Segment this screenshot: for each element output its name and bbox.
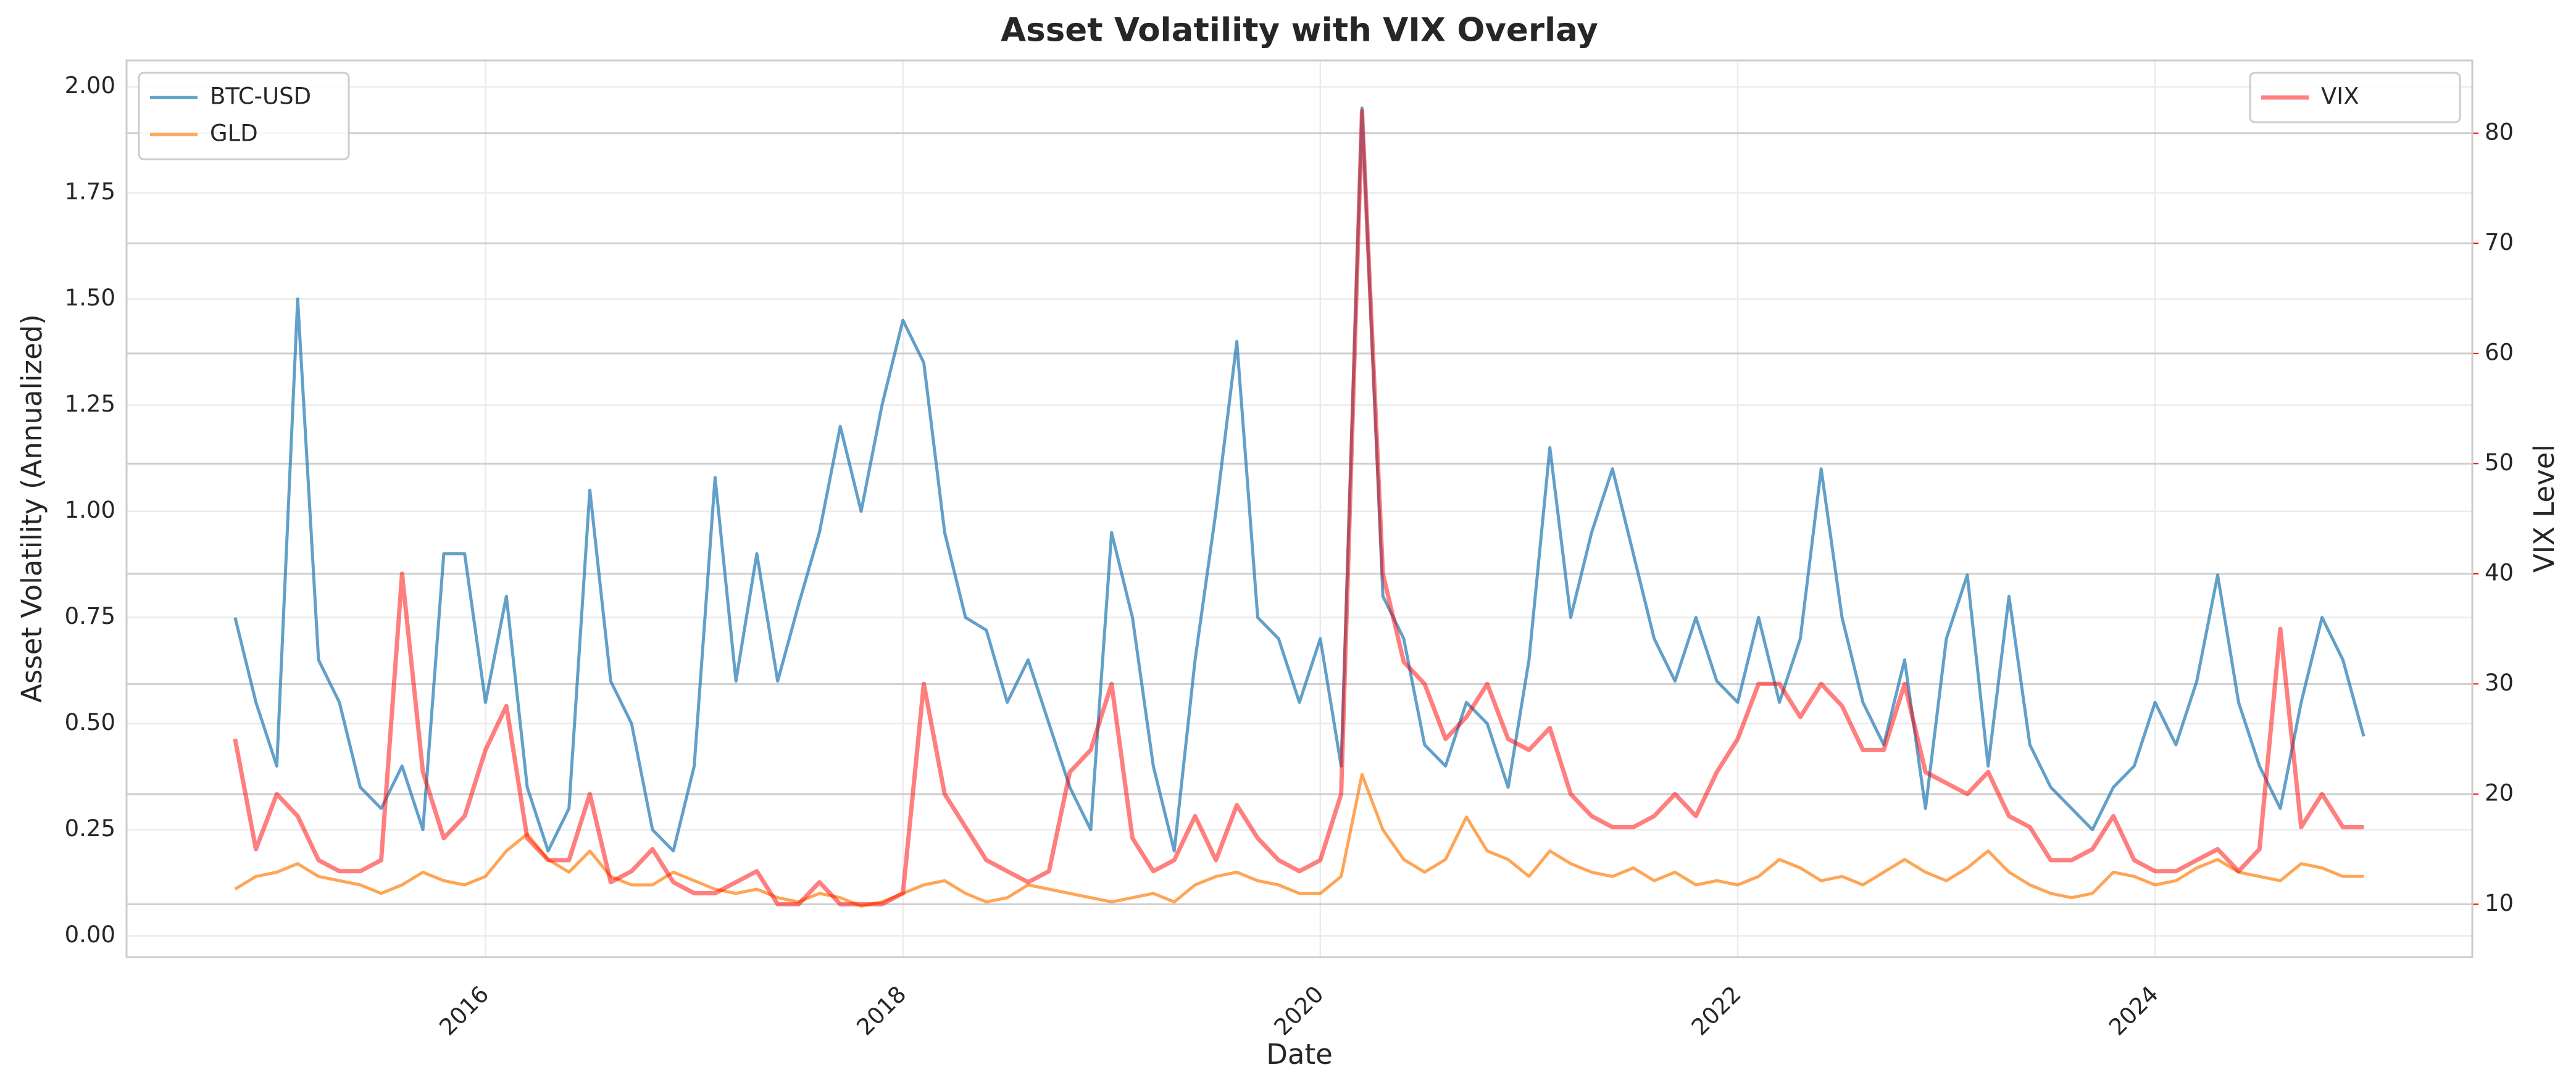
y-tick-label: 1.50 — [65, 284, 115, 311]
legend-box — [138, 72, 350, 160]
y2-tick-label: 20 — [2485, 779, 2514, 806]
series-line — [233, 109, 2364, 906]
y-axis-label: Asset Volatility (Annualized) — [15, 314, 48, 703]
plot-frame — [125, 59, 2474, 958]
y2-tick-label: 40 — [2485, 559, 2514, 586]
legend-label: GLD — [210, 120, 258, 147]
y2-tick-label: 80 — [2485, 118, 2514, 145]
y-tick-label: 1.25 — [65, 391, 115, 417]
y-tick-label: 0.25 — [65, 815, 115, 842]
y-tick-label: 1.75 — [65, 178, 115, 205]
legend-label: BTC-USD — [210, 83, 311, 110]
y2-axis-label: VIX Level — [2528, 444, 2561, 573]
y2-tick-label: 30 — [2485, 670, 2514, 696]
legend-box — [2249, 72, 2461, 123]
legend-label: VIX — [2321, 83, 2359, 110]
y-tick-label: 0.50 — [65, 709, 115, 736]
y-tick-label: 0.75 — [65, 603, 115, 629]
y2-tick-label: 70 — [2485, 229, 2514, 255]
y-tick-label: 2.00 — [65, 72, 115, 99]
series-line — [233, 106, 2366, 853]
y2-tick-label: 60 — [2485, 339, 2514, 365]
y-tick-label: 0.00 — [65, 921, 115, 948]
chart-title: Asset Volatility with VIX Overlay — [1001, 12, 1598, 49]
y-tick-label: 1.00 — [65, 497, 115, 523]
series-line — [234, 773, 2364, 908]
x-axis-label: Date — [1266, 1038, 1333, 1071]
y2-tick-label: 10 — [2485, 890, 2514, 916]
y2-tick-label: 50 — [2485, 449, 2514, 476]
